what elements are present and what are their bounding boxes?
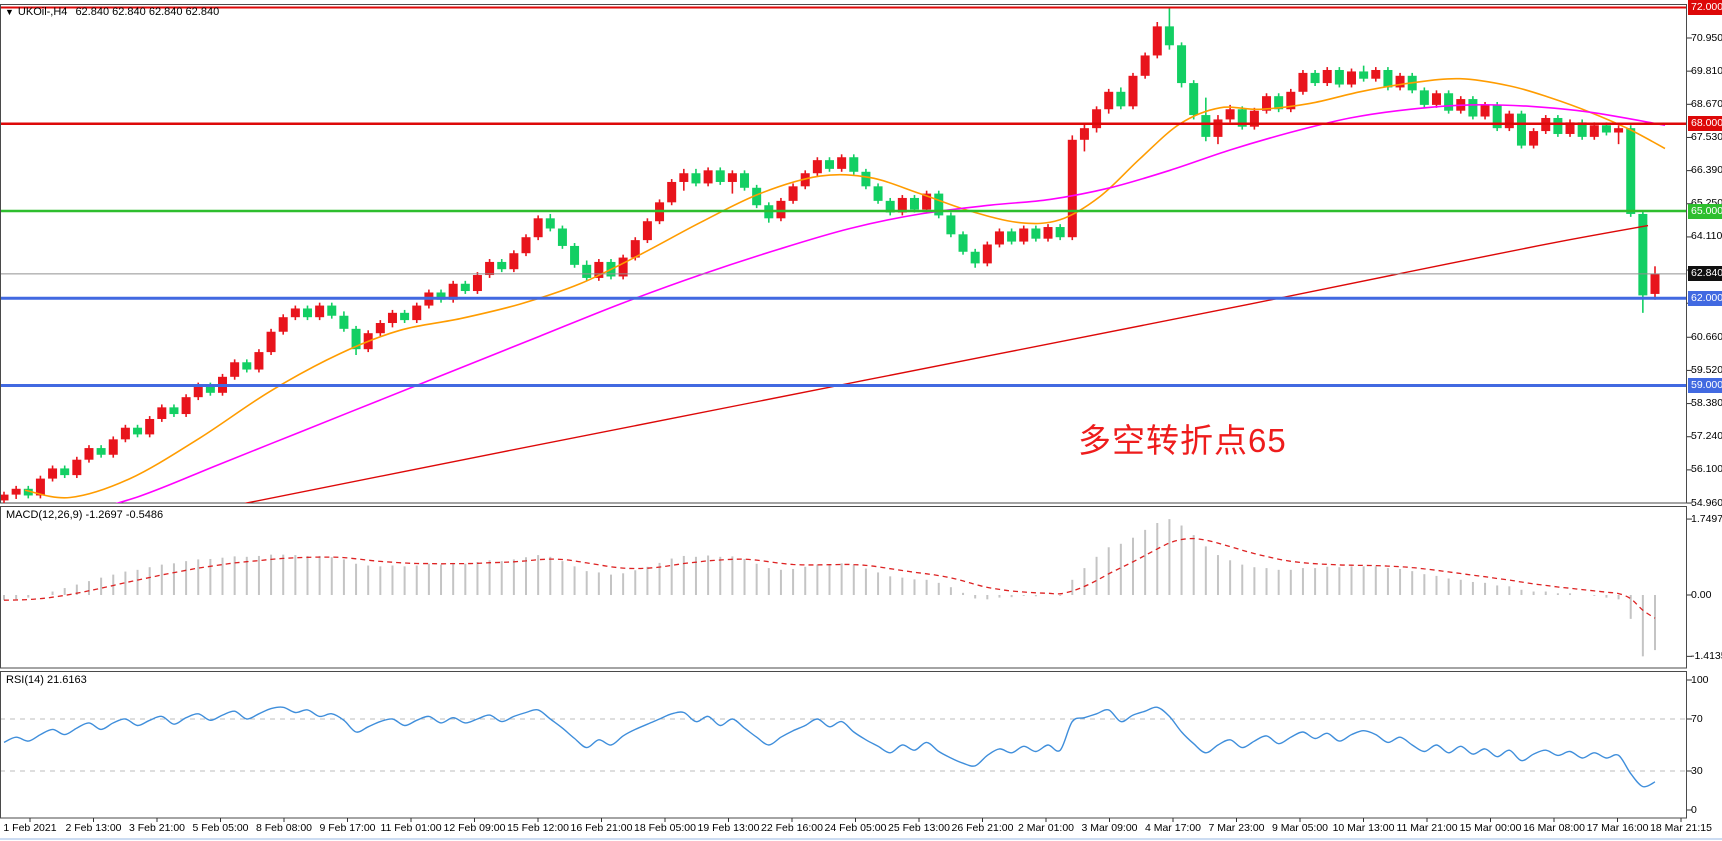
time-axis-label: 19 Feb 13:00 [697, 822, 760, 834]
price-axis-label: 60.660 [1691, 330, 1722, 343]
candles-layer [1, 8, 1660, 503]
price-badge-72_000: 72.000 [1688, 0, 1722, 15]
price-axis-label: 67.530 [1691, 130, 1722, 143]
rsi-panel[interactable] [0, 706, 1687, 788]
time-axis-label: 26 Feb 21:00 [951, 822, 1014, 834]
time-axis-label: 2 Feb 13:00 [65, 822, 122, 834]
macd-axis-label: 0.00 [1691, 588, 1712, 601]
rsi-line [3, 706, 1656, 788]
time-axis-label: 9 Feb 17:00 [319, 822, 376, 834]
price-axis-label: 54.960 [1691, 496, 1722, 509]
chart-dropdown-marker[interactable]: ▼ [5, 7, 14, 17]
ohlc-readout: 62.840 62.840 62.840 62.840 [75, 6, 220, 18]
time-axis-label: 5 Feb 05:00 [192, 822, 249, 834]
time-axis-label: 11 Mar 21:00 [1396, 822, 1458, 834]
time-axis-label: 8 Feb 08:00 [255, 822, 313, 834]
price-axis-label: 57.240 [1691, 430, 1722, 443]
time-axis-label: 3 Mar 09:00 [1081, 822, 1138, 834]
price-axis-label: 66.390 [1691, 164, 1722, 177]
price-axis-label: 58.380 [1691, 397, 1722, 410]
time-axis-label: 4 Mar 17:00 [1144, 822, 1202, 834]
rsi-axis-label: 0 [1691, 803, 1697, 816]
time-axis-label: 22 Feb 16:00 [761, 822, 823, 834]
ma-fast-orange-line [24, 77, 1666, 499]
time-axis-label: 3 Feb 21:00 [128, 822, 186, 834]
price-badge-68_000: 68.000 [1688, 116, 1722, 132]
time-axis-label: 12 Feb 09:00 [443, 822, 506, 834]
time-axis-label: 16 Feb 21:00 [570, 822, 633, 834]
time-axis-label: 25 Feb 13:00 [888, 822, 950, 834]
main-panel-frame [0, 4, 1687, 504]
time-axis-label: 16 Mar 08:00 [1523, 822, 1585, 834]
time-axis-label: 10 Mar 13:00 [1332, 822, 1395, 834]
price-axis-label: 56.100 [1691, 463, 1722, 476]
macd-signal-line [3, 537, 1656, 619]
rsi-axis-label: 70 [1691, 712, 1703, 725]
symbol-timeframe-label: UKOil-,H4 [17, 6, 68, 18]
time-axis-label: 1 Feb 2021 [3, 822, 57, 834]
macd-panel-frame [0, 506, 1687, 669]
price-axis-label: 59.520 [1691, 363, 1722, 376]
price-axis-label: 68.670 [1691, 97, 1722, 110]
price-badge-62_840: 62.840 [1688, 266, 1722, 282]
time-axis-label: 11 Feb 01:00 [380, 822, 442, 834]
price-badge-59_000: 59.000 [1688, 378, 1722, 394]
macd-axis-label: 1.7497 [1691, 512, 1722, 525]
axis-ticks [29, 37, 1692, 822]
time-axis-label: 15 Feb 12:00 [507, 822, 569, 834]
rsi-panel-frame [0, 671, 1687, 819]
macd-panel[interactable] [3, 519, 1656, 657]
rsi-axis-label: 100 [1691, 673, 1709, 686]
price-badge-62_000: 62.000 [1688, 290, 1722, 306]
time-axis-label: 24 Feb 05:00 [824, 822, 887, 834]
time-axis-label: 18 Mar 21:15 [1650, 822, 1712, 834]
time-axis-label: 9 Mar 05:00 [1271, 822, 1329, 834]
price-axis-label: 70.950 [1691, 31, 1722, 44]
macd-indicator-label: MACD(12,26,9) -1.2697 -0.5486 [6, 509, 164, 521]
ma-slow-magenta-line [115, 103, 1666, 503]
time-axis-label: 7 Mar 23:00 [1208, 822, 1265, 834]
rsi-axis-label: 30 [1691, 764, 1703, 777]
price-badge-65_000: 65.000 [1688, 203, 1722, 219]
red-trendline[interactable] [244, 224, 1649, 504]
chart-annotation-text[interactable]: 多空转折点65 [1078, 422, 1287, 459]
time-axis-label: 15 Mar 00:00 [1459, 822, 1522, 834]
macd-axis-label: -1.4135 [1691, 649, 1722, 662]
price-axis-label: 69.810 [1691, 64, 1722, 77]
time-axis-label: 17 Mar 16:00 [1586, 822, 1649, 834]
chart-symbol-header: ▼ UKOil-,H4 62.840 62.840 62.840 62.840 [5, 6, 219, 18]
macd-histogram [3, 519, 1656, 657]
price-panel[interactable] [0, 6, 1687, 519]
price-axis-label: 64.110 [1691, 230, 1722, 243]
time-axis-label: 2 Mar 01:00 [1017, 822, 1075, 834]
rsi-indicator-label: RSI(14) 21.6163 [6, 674, 87, 686]
time-axis-label: 18 Feb 05:00 [634, 822, 696, 834]
window-bottom-edge [0, 838, 1722, 840]
